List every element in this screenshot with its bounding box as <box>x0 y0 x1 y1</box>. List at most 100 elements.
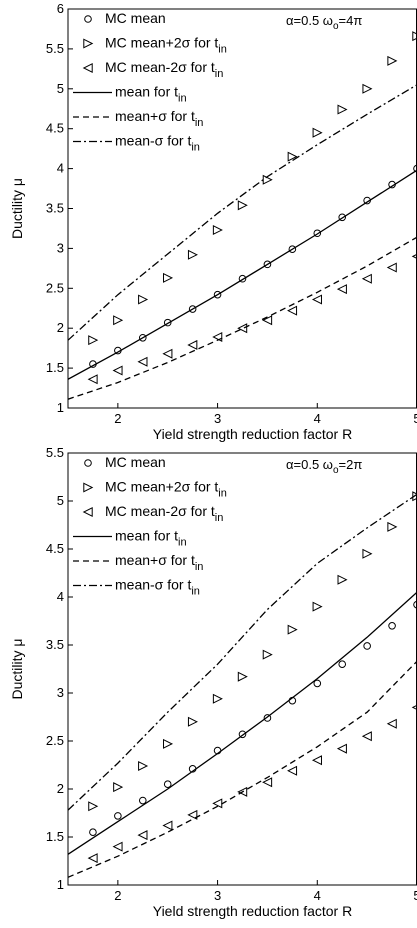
y-tick-label: 3.5 <box>46 637 64 652</box>
marker-mc-mean <box>163 780 172 789</box>
marker-mc-plus-2sigma <box>237 671 248 682</box>
marker-mc-mean <box>89 828 97 837</box>
marker-mc-mean <box>388 622 396 630</box>
legend-label: MC mean <box>105 10 166 26</box>
legend-label: MC mean <box>105 454 166 470</box>
marker-mc-plus-2sigma <box>337 104 348 115</box>
curve-mean-minus-sigma <box>68 84 417 341</box>
y-tick-label: 2 <box>57 781 64 796</box>
marker-mc-plus-2sigma <box>337 574 348 585</box>
x-axis-label: Yield strength reduction factor R <box>153 903 352 919</box>
marker-mc-mean <box>288 696 297 705</box>
marker-mc-minus-2sigma <box>262 315 273 326</box>
marker-mc-plus-2sigma <box>312 601 323 612</box>
marker-mc-minus-2sigma <box>386 262 397 273</box>
marker-mc-mean <box>313 229 322 238</box>
y-tick-label: 4.5 <box>46 541 64 556</box>
marker-mc-mean <box>138 333 147 342</box>
marker-mc-minus-2sigma <box>87 374 98 385</box>
legend-label: MC mean+2σ for tin <box>105 479 227 500</box>
y-axis-label: Ductility μ <box>9 178 25 239</box>
legend-label: mean-σ for tin <box>115 577 200 598</box>
marker-mc-minus-2sigma <box>311 294 322 305</box>
marker-mc-minus-2sigma <box>162 820 173 831</box>
marker-mc-mean <box>338 660 347 669</box>
marker-mc-minus-2sigma <box>162 348 173 359</box>
marker-mc-minus-2sigma <box>187 339 198 350</box>
x-tick-label: 4 <box>314 888 321 903</box>
y-tick-label: 4 <box>57 589 64 604</box>
chart-panel-1: 1 1.5 2 2.5 3 3.5 4 4.5 5 5.5 6 2 3 4 5 Yield strength … <box>9 1 417 442</box>
marker-mc-mean <box>213 290 222 299</box>
marker-mc-plus-2sigma <box>138 294 149 305</box>
legend-label: MC mean-2σ for tin <box>105 503 223 524</box>
marker-mc-mean <box>338 213 347 222</box>
marker-mc-plus-2sigma <box>212 693 223 704</box>
marker-mc-minus-2sigma <box>336 743 347 754</box>
y-tick-label: 5.5 <box>46 445 64 460</box>
curve-mean <box>68 591 417 855</box>
x-tick-label: 2 <box>114 888 121 903</box>
marker-mc-mean <box>413 600 417 609</box>
marker-mc-mean <box>288 245 297 253</box>
y-tick-label: 6 <box>57 1 64 16</box>
marker-mc-minus-2sigma <box>112 365 123 376</box>
marker-mc-minus-2sigma <box>112 841 123 852</box>
legend-label: mean-σ for tin <box>115 133 200 154</box>
marker-mc-mean <box>238 730 247 739</box>
marker-mc-plus-2sigma <box>412 31 417 42</box>
legend-label: mean+σ for tin <box>115 552 203 573</box>
marker-mc-plus-2sigma <box>88 335 99 346</box>
x-tick-label: 2 <box>114 411 121 426</box>
marker-mc-minus-2sigma <box>87 853 98 864</box>
marker-mc-mean <box>388 180 396 189</box>
marker-mc-minus-2sigma <box>137 356 148 367</box>
marker-mc-minus-2sigma <box>361 731 372 742</box>
parameter-annotation: α=0.5 ωo=4π <box>286 13 362 32</box>
marker-mc-mean <box>363 642 371 650</box>
legend: MC mean MC mean+2σ for tin MC mean-2σ for … <box>73 10 227 154</box>
marker-mc-minus-2sigma <box>287 765 298 776</box>
plot-area <box>68 491 417 878</box>
marker-mc-plus-2sigma <box>187 716 198 727</box>
marker-mc-plus-2sigma <box>262 174 273 185</box>
marker-mc-plus-2sigma <box>412 491 417 502</box>
marker-mc-minus-2sigma <box>311 755 322 766</box>
y-tick-label: 2 <box>57 320 64 335</box>
marker-mc-mean <box>163 318 172 327</box>
y-tick-label: 4.5 <box>46 121 64 136</box>
marker-mc-plus-2sigma <box>237 200 248 211</box>
x-tick-label: 5 <box>413 888 417 903</box>
y-tick-label: 3 <box>57 240 64 255</box>
marker-mc-plus-2sigma <box>312 127 323 138</box>
marker-mc-minus-2sigma <box>187 809 198 820</box>
legend-symbol-triangle <box>82 506 93 518</box>
marker-mc-plus-2sigma <box>163 738 174 749</box>
y-tick-label: 5.5 <box>46 41 64 56</box>
marker-mc-mean <box>138 796 147 805</box>
marker-mc-minus-2sigma <box>262 777 273 788</box>
legend-label: mean+σ for tin <box>115 108 203 129</box>
legend: MC mean MC mean+2σ for tin MC mean-2σ for … <box>73 454 227 598</box>
x-tick-label: 3 <box>214 411 221 426</box>
y-tick-label: 5 <box>57 81 64 96</box>
y-tick-label: 2.5 <box>46 733 64 748</box>
legend-symbol-triangle <box>82 62 93 74</box>
marker-mc-mean <box>263 260 272 269</box>
marker-mc-plus-2sigma <box>187 249 198 260</box>
y-tick-label: 2.5 <box>46 280 64 295</box>
y-tick-label: 1 <box>57 400 64 415</box>
marker-mc-plus-2sigma <box>138 760 149 771</box>
marker-mc-plus-2sigma <box>113 315 124 326</box>
marker-mc-plus-2sigma <box>287 624 298 635</box>
legend-label: MC mean-2σ for tin <box>105 59 223 80</box>
marker-mc-plus-2sigma <box>212 225 223 236</box>
y-tick-label: 1.5 <box>46 829 64 844</box>
plot-area <box>68 31 417 400</box>
legend-symbol-circle <box>84 459 92 467</box>
y-tick-label: 1.5 <box>46 360 64 375</box>
legend-label: mean for tin <box>115 528 187 549</box>
curve-mean-plus-sigma <box>68 660 417 878</box>
marker-mc-minus-2sigma <box>212 331 223 342</box>
marker-mc-mean <box>263 714 272 722</box>
